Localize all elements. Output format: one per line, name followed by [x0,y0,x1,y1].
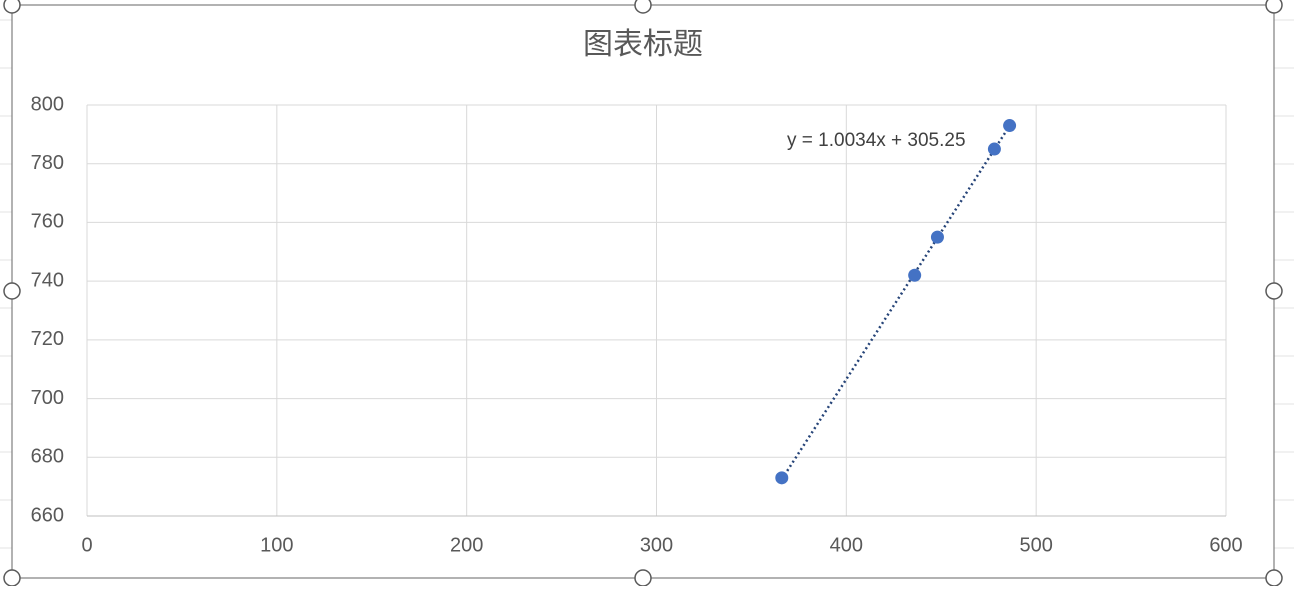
x-tick-label: 100 [260,534,293,556]
y-tick-label: 740 [31,269,64,291]
x-tick-label: 400 [830,534,863,556]
x-tick-label: 600 [1209,534,1242,556]
x-tick-label: 500 [1019,534,1052,556]
y-tick-label: 660 [31,504,64,526]
chart-title: 图表标题 [583,28,703,61]
y-tick-label: 680 [31,446,64,468]
trendline-equation: y = 1.0034x + 305.25 [787,130,966,151]
x-tick-label: 200 [450,534,483,556]
scatter-point [987,142,1001,156]
scatter-point [775,471,789,485]
selection-handles[interactable] [3,0,1283,587]
scatter-point [930,230,944,244]
y-tick-label: 780 [31,152,64,174]
scatter-point [1003,119,1017,133]
plot-area: 660 680 700 720 740 760 780 800 0 100 200 300 400 500… [31,93,1243,556]
y-tick-label: 700 [31,387,64,409]
chart-frame[interactable] [11,4,1275,579]
y-tick-label: 760 [31,211,64,233]
x-tick-label: 300 [640,534,673,556]
scatter-point [908,268,922,282]
y-tick-label: 720 [31,328,64,350]
x-tick-label: 0 [81,534,92,556]
trendline [780,125,1011,480]
sheet-grid [0,19,1294,549]
y-tick-label: 800 [31,93,64,115]
